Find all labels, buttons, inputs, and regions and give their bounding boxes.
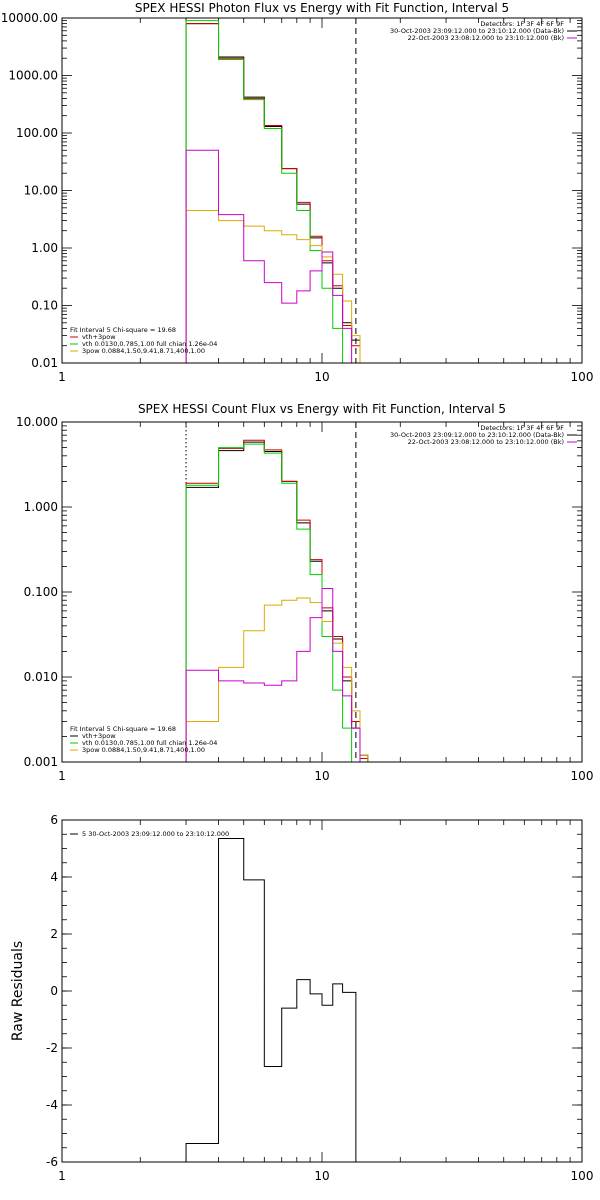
y-tick-label: 2 xyxy=(50,927,58,941)
legend-entry: 3pow 0.0884,1.50,9.41,8.71,400,1.00 xyxy=(82,347,205,355)
y-tick-label: 10.00 xyxy=(24,184,58,198)
y-tick-label: 0.100 xyxy=(24,585,58,599)
legend-entry: Fit Interval 5 Chi-square = 19.68 xyxy=(70,326,176,334)
series-line-2 xyxy=(185,439,376,762)
header-text: 22-Oct-2003 23:08:12.000 to 23:10:12.000… xyxy=(408,438,564,446)
x-tick-label: 10 xyxy=(314,1169,329,1183)
y-axis-label: Raw Residuals xyxy=(10,941,26,1041)
series-line-5 xyxy=(185,149,368,363)
y-tick-label: 10000.00 xyxy=(1,11,58,25)
x-axis: 1 10 100 xyxy=(58,422,593,783)
header-text: Detectors: 1F 3F 4F 6F 9F xyxy=(480,20,564,28)
header-text: 30-Oct-2003 23:09:12.000 to 23:10:12.000… xyxy=(390,27,564,35)
y-tick-label: 0 xyxy=(50,984,58,998)
y-tick-label: -4 xyxy=(46,1098,58,1112)
y-tick-label: -2 xyxy=(46,1041,58,1055)
series-line-3 xyxy=(185,443,376,762)
x-axis: 1 10 100 xyxy=(58,820,593,1183)
y-tick-label: 0.010 xyxy=(24,670,58,684)
chart-title: SPEX HESSI Count Flux vs Energy with Fit… xyxy=(138,402,506,416)
y-tick-label: 0.10 xyxy=(31,299,58,313)
y-tick-label: -6 xyxy=(46,1155,58,1169)
legend-entry: vth+3pow xyxy=(82,732,116,740)
y-tick-label: 4 xyxy=(50,870,58,884)
x-tick-label: 1 xyxy=(58,769,66,783)
legend-entry: 5 30-Oct-2003 23:09:12.000 to 23:10:12.0… xyxy=(82,830,229,838)
series-group xyxy=(185,20,368,363)
x-tick-label: 1 xyxy=(58,1169,66,1183)
chart-panel-2: SPEX HESSI Count Flux vs Energy with Fit… xyxy=(16,402,593,783)
x-tick-label: 100 xyxy=(571,1169,594,1183)
plot-frame xyxy=(61,819,583,1163)
legend-entry: Fit Interval 5 Chi-square = 19.68 xyxy=(70,725,176,733)
y-tick-label: 0.01 xyxy=(31,356,58,370)
x-tick-label: 100 xyxy=(571,769,594,783)
y-tick-label: 0.001 xyxy=(24,755,58,769)
series-group xyxy=(185,838,357,1162)
x-tick-label: 1 xyxy=(58,370,66,384)
y-axis: 0.001 0.010 0.100 1.000 10.000 xyxy=(16,415,582,769)
header-text: 22-Oct-2003 23:08:12.000 to 23:10:12.000… xyxy=(408,34,564,42)
legend-entry: vth 0.0130,0.785,1.00 full chian 1.26e-0… xyxy=(82,340,217,348)
chart-panel-1: SPEX HESSI Photon Flux vs Energy with Fi… xyxy=(1,1,594,384)
series-line-4 xyxy=(185,597,376,762)
x-axis: 1 10 100 xyxy=(58,18,593,384)
header-text: Detectors: 1F 3F 4F 6F 9F xyxy=(480,424,564,432)
chart-title: SPEX HESSI Photon Flux vs Energy with Fi… xyxy=(135,1,509,15)
y-tick-label: 6 xyxy=(50,813,58,827)
y-tick-label: 10.000 xyxy=(16,415,58,429)
x-tick-label: 10 xyxy=(314,370,329,384)
header-text: 30-Oct-2003 23:09:12.000 to 23:10:12.000… xyxy=(390,431,564,439)
series-line-5 xyxy=(185,587,376,762)
legend-entry: vth+3pow xyxy=(82,333,116,341)
series-line-3 xyxy=(185,20,368,363)
y-tick-label: 100.00 xyxy=(16,126,58,140)
series-line-1 xyxy=(185,441,376,762)
legend-entry: 3pow 0.0884,1.50,9.41,8.71,400,1.00 xyxy=(82,746,205,754)
chart-panel-3: Raw Residuals 1 10 100 -6 -4 -2 0 2 4 6 5 30-Oct-20… xyxy=(10,813,593,1183)
series-group xyxy=(185,439,376,762)
x-tick-label: 100 xyxy=(571,370,594,384)
series-line-1 xyxy=(185,23,368,363)
y-tick-label: 1.000 xyxy=(24,500,58,514)
plot-frame xyxy=(61,421,583,763)
y-axis: 0.01 0.10 1.00 10.00 100.00 1000.00 10000.00 xyxy=(1,11,582,370)
legend-entry: vth 0.0130,0.785,1.00 full chian 1.26e-0… xyxy=(82,739,217,747)
y-tick-label: 1.00 xyxy=(31,241,58,255)
y-axis: -6 -4 -2 0 2 4 6 xyxy=(46,813,582,1169)
plot-frame xyxy=(61,17,583,364)
series-line-2 xyxy=(185,23,368,363)
series-line-1 xyxy=(185,838,357,1162)
x-tick-label: 10 xyxy=(314,769,329,783)
y-tick-label: 1000.00 xyxy=(8,69,58,83)
